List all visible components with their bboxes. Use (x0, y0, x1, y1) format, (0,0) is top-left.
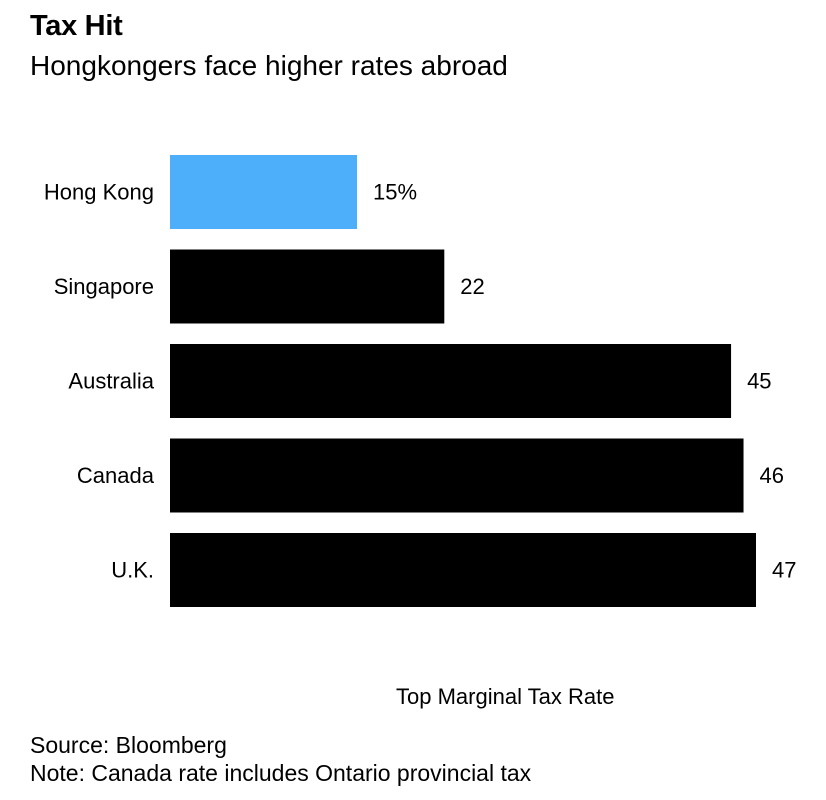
value-label: 45 (747, 369, 771, 394)
bar (170, 438, 744, 513)
x-axis-label: Top Marginal Tax Rate (396, 684, 615, 709)
category-label: Australia (68, 369, 154, 394)
bar (170, 533, 756, 607)
chart-title: Tax Hit (30, 10, 123, 42)
footnote: Note: Canada rate includes Ontario provi… (30, 760, 532, 786)
source-note: Source: Bloomberg (30, 732, 227, 758)
category-label: Singapore (54, 274, 154, 299)
chart-subtitle: Hongkongers face higher rates abroad (30, 50, 508, 81)
bar (170, 344, 732, 418)
value-label: 46 (760, 463, 784, 488)
category-label: Canada (77, 463, 155, 488)
category-label: Hong Kong (44, 180, 154, 205)
value-label: 47 (772, 558, 796, 583)
bar (170, 155, 358, 229)
value-label: 15% (373, 180, 417, 205)
category-label: U.K. (111, 558, 154, 583)
value-label: 22 (460, 274, 484, 299)
bar (170, 249, 445, 324)
